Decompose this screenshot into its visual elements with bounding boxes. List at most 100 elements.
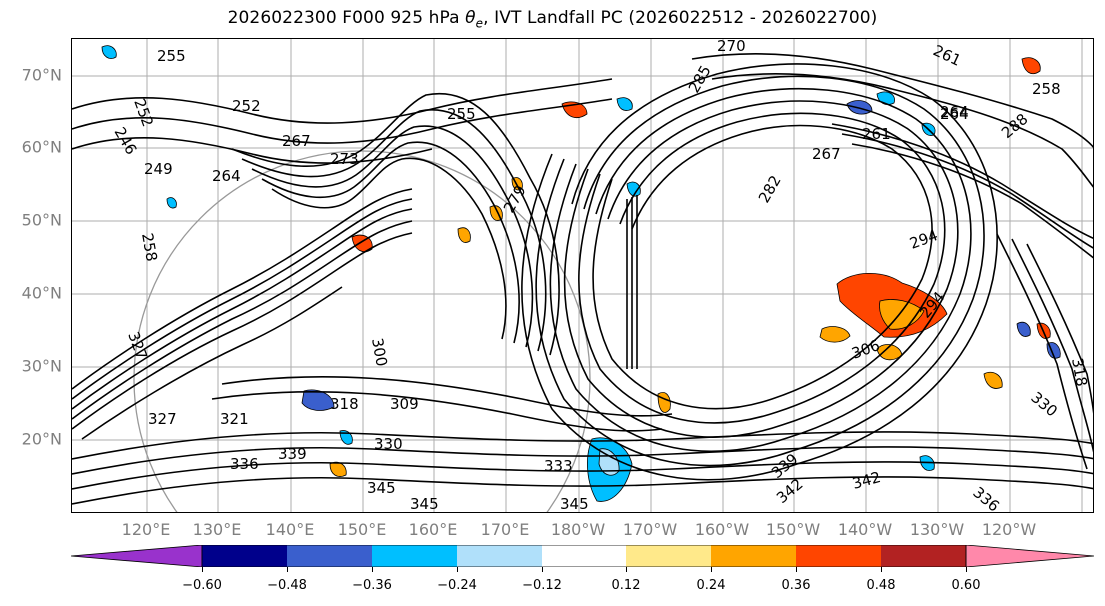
contour-label: 318 <box>330 395 359 413</box>
contour-label: 261 <box>930 41 964 69</box>
contour-label: 267 <box>282 132 311 150</box>
contour-label: 321 <box>220 410 249 428</box>
lat-label-20n: 20°N <box>21 429 62 449</box>
colorbar-tick-label: 0.60 <box>951 578 981 593</box>
colorbar-tickmark <box>711 567 712 572</box>
colorbar-tickmark <box>881 567 882 572</box>
colorbar-segment <box>202 545 287 567</box>
colorbar-tick-label: 0.24 <box>696 578 726 593</box>
lat-label-30n: 30°N <box>21 356 62 376</box>
colorbar-tick-label: 0.12 <box>611 578 641 593</box>
lon-label-130w: 130°W <box>909 520 965 539</box>
colorbar-tickmark <box>372 567 373 572</box>
contour-label: 249 <box>144 160 173 178</box>
map-panel[interactable]: 255 252 246 249 264 258 252 267 273 255 … <box>71 38 1094 513</box>
contour-label: 336 <box>230 455 259 473</box>
colorbar-segment <box>542 545 627 567</box>
contour-label: 261 <box>862 125 891 143</box>
lon-label-120w: 120°W <box>981 520 1037 539</box>
colorbar-tickmark <box>287 567 288 572</box>
title-suffix: , IVT Landfall PC (2026022512 - 20260227… <box>483 8 878 28</box>
title-theta-subscript: e <box>475 16 484 31</box>
colorbar-tick-label: 0.48 <box>866 578 896 593</box>
contour-label: 258 <box>138 232 161 263</box>
lat-label-60n: 60°N <box>21 137 62 157</box>
colorbar-segment <box>457 545 542 567</box>
contour-label: 264 <box>212 167 241 185</box>
colorbar-tick-label: −0.60 <box>182 578 222 593</box>
contour-label: 330 <box>374 435 403 453</box>
contour-label: 300 <box>368 337 391 368</box>
contour-label: 345 <box>367 479 396 497</box>
theta-e-contours <box>72 52 1093 505</box>
contour-label: 246 <box>111 124 141 158</box>
colorbar-segment <box>372 545 457 567</box>
lon-label-150w: 150°W <box>765 520 821 539</box>
lon-label-180w: 180°W <box>550 520 606 539</box>
contour-label: 309 <box>390 395 419 413</box>
lon-label-170w: 170°W <box>622 520 678 539</box>
map-svg: 255 252 246 249 264 258 252 267 273 255 … <box>72 39 1093 513</box>
contour-label: 270 <box>717 39 746 55</box>
contour-label: 282 <box>755 172 785 206</box>
contour-label: 318 <box>1068 357 1091 388</box>
range-ring <box>133 150 591 512</box>
colorbar-segment <box>881 545 966 567</box>
colorbar <box>71 545 1094 567</box>
lon-label-160w: 160°W <box>694 520 750 539</box>
colorbar-tickmark <box>457 567 458 572</box>
contour-label: 285 <box>685 62 715 96</box>
lat-label-40n: 40°N <box>21 283 62 303</box>
contour-label: 333 <box>544 457 573 475</box>
contour-label: 345 <box>410 495 439 513</box>
lon-label-150e: 150°E <box>337 520 387 539</box>
colorbar-tick-label: 0.36 <box>781 578 811 593</box>
contour-label: 267 <box>812 145 841 163</box>
contour-label: 294 <box>907 226 940 253</box>
plot-title: 2026022300 F000 925 hPa θe, IVT Landfall… <box>0 8 1105 30</box>
contour-label: 264 <box>940 105 969 123</box>
contour-label: 252 <box>130 96 157 129</box>
colorbar-segment <box>626 545 711 567</box>
colorbar-tick-label: −0.36 <box>352 578 392 593</box>
contour-label: 342 <box>850 468 882 493</box>
title-theta: θe <box>465 8 484 31</box>
contour-label: 255 <box>157 47 186 65</box>
colorbar-extend-low <box>71 545 203 567</box>
lon-label-130e: 130°E <box>192 520 242 539</box>
contour-label: 336 <box>969 483 1003 513</box>
contour-label: 339 <box>278 445 307 463</box>
contour-label: 255 <box>447 105 476 123</box>
colorbar-segment <box>711 545 796 567</box>
lon-label-140w: 140°W <box>837 520 893 539</box>
contour-label: 258 <box>1032 80 1061 98</box>
colorbar-tick-label: −0.24 <box>437 578 477 593</box>
colorbar-tickmark <box>796 567 797 572</box>
lat-label-70n: 70°N <box>21 65 62 85</box>
colorbar-extend-high <box>965 545 1094 567</box>
lon-label-170e: 170°E <box>480 520 530 539</box>
contour-label: 279 <box>500 182 530 216</box>
lon-label-120e: 120°E <box>121 520 171 539</box>
contour-label: 306 <box>849 336 882 363</box>
colorbar-segment <box>796 545 881 567</box>
colorbar-tickmark <box>202 567 203 572</box>
contour-label: 330 <box>1027 388 1061 420</box>
title-prefix: 2026022300 F000 925 hPa <box>227 8 466 28</box>
contour-label: 252 <box>232 97 261 115</box>
colorbar-segment <box>287 545 372 567</box>
contour-label: 327 <box>148 410 177 428</box>
colorbar-tick-label: −0.12 <box>522 578 562 593</box>
lon-label-140e: 140°E <box>265 520 315 539</box>
colorbar-tick-label: −0.48 <box>267 578 307 593</box>
contour-label: 273 <box>330 150 359 168</box>
colorbar-tickmark <box>626 567 627 572</box>
contour-label: 264 <box>940 103 969 121</box>
lon-label-160e: 160°E <box>408 520 458 539</box>
colorbar-tickmark <box>542 567 543 572</box>
lat-label-50n: 50°N <box>21 210 62 230</box>
colorbar-tickmark <box>966 567 967 572</box>
contour-label: 345 <box>560 495 589 513</box>
contour-label: 288 <box>998 110 1032 142</box>
